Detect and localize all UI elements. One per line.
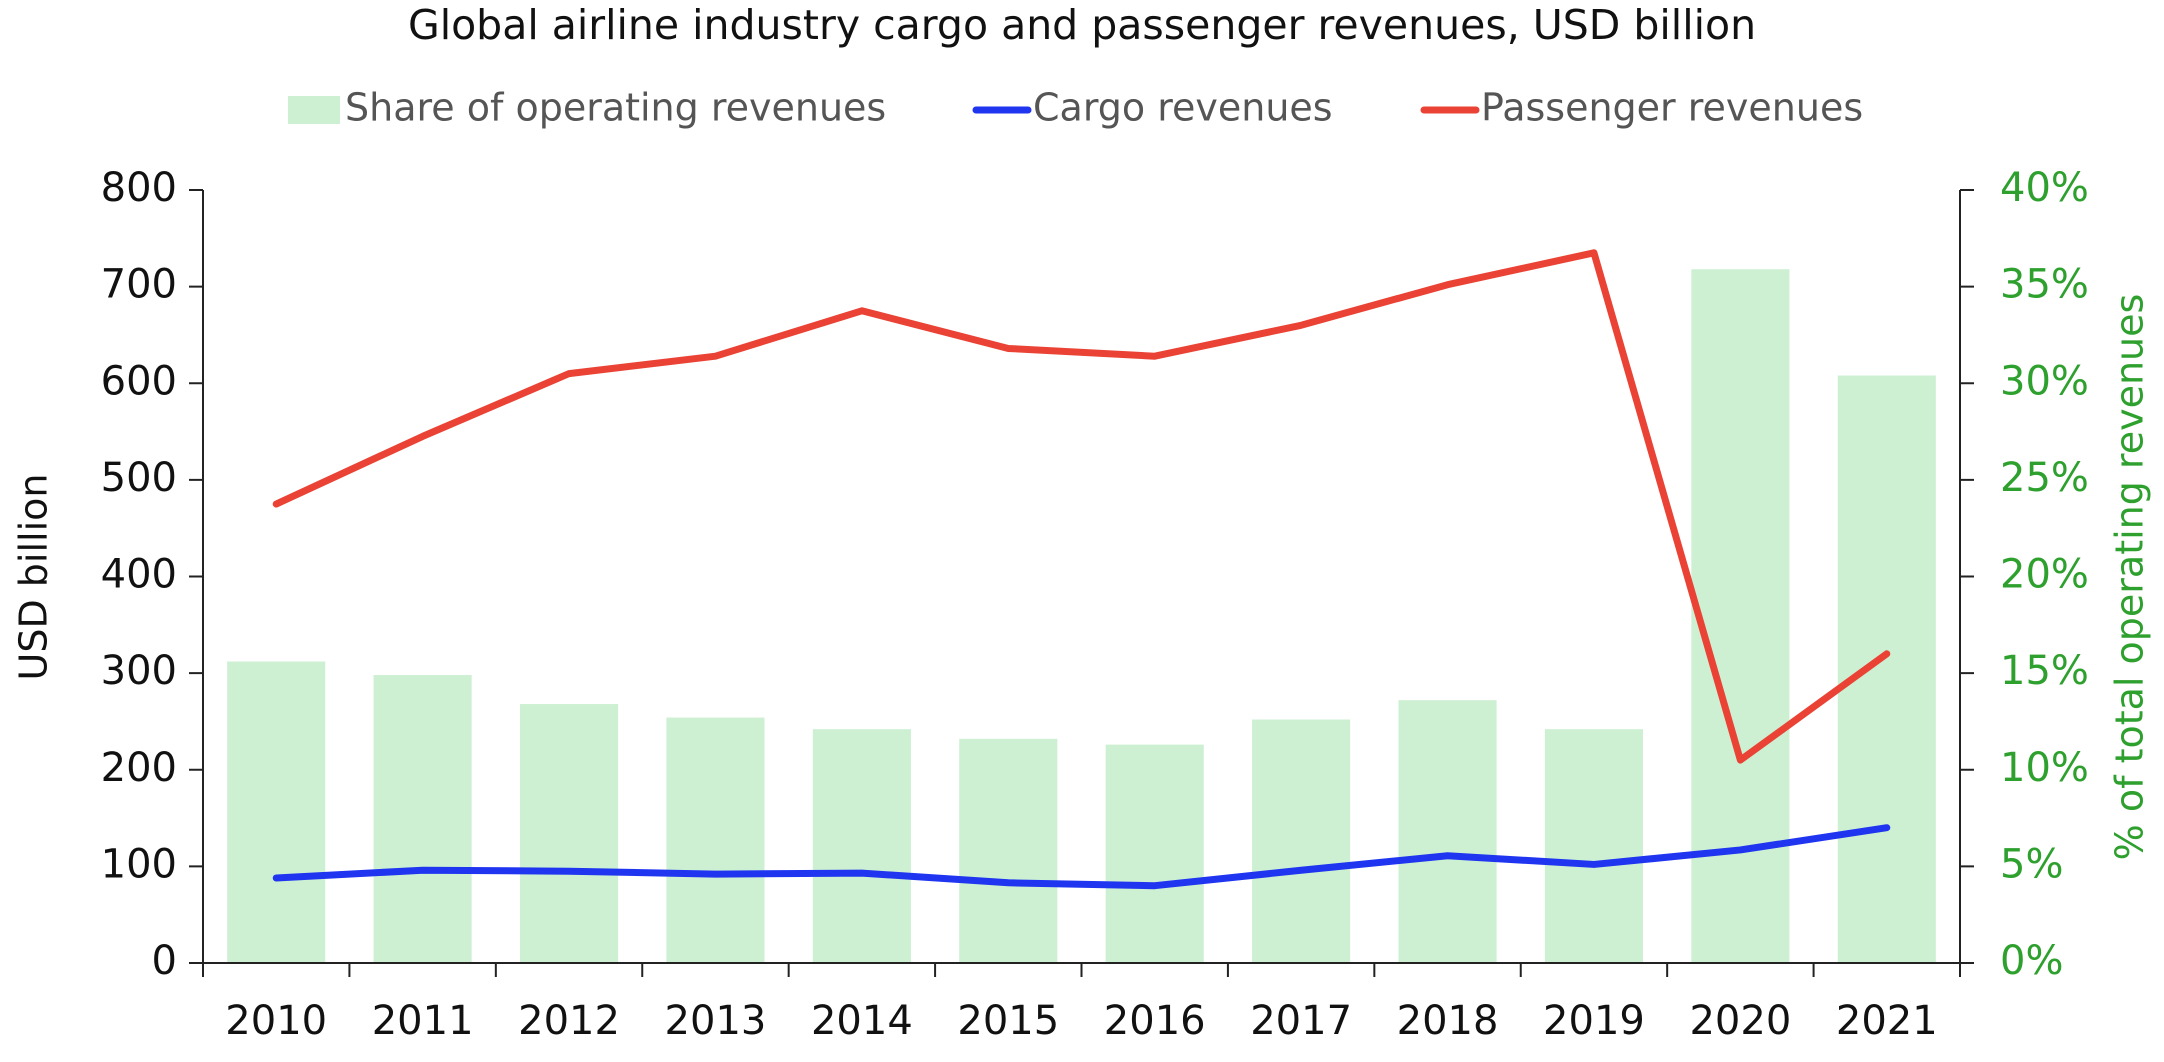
y2-axis-title: % of total operating revenues: [2108, 294, 2152, 861]
x-tick-label: 2010: [225, 998, 327, 1044]
bar: [812, 729, 911, 963]
y-tick-label: 0: [152, 938, 177, 984]
bar: [1691, 269, 1790, 963]
x-tick-label: 2019: [1543, 998, 1645, 1044]
bar: [1398, 700, 1497, 963]
x-tick-label: 2016: [1104, 998, 1206, 1044]
y2-tick-label: 0%: [2000, 938, 2063, 984]
bar: [519, 704, 619, 963]
legend-label: Share of operating revenues: [345, 86, 886, 130]
y-axis-title: USD billion: [12, 474, 56, 681]
x-tick-label: 2014: [811, 998, 913, 1044]
y-tick-label: 300: [101, 648, 177, 694]
bar: [1105, 744, 1204, 963]
y-tick-label: 800: [101, 165, 177, 211]
y2-tick-label: 15%: [2000, 648, 2089, 694]
y-tick-label: 400: [101, 552, 177, 598]
x-tick-label: 2011: [372, 998, 474, 1044]
y-tick-label: 100: [101, 841, 177, 887]
bar: [373, 675, 472, 963]
x-tick-label: 2017: [1250, 998, 1352, 1044]
bar: [666, 717, 765, 963]
x-tick-label: 2020: [1689, 998, 1791, 1044]
y-tick-label: 600: [101, 358, 177, 404]
legend-label: Cargo revenues: [1033, 86, 1333, 130]
y-tick-label: 700: [101, 262, 177, 308]
x-tick-label: 2012: [518, 998, 620, 1044]
bar: [1544, 729, 1644, 963]
bar: [1837, 375, 1936, 963]
y2-tick-label: 20%: [2000, 552, 2089, 598]
y-tick-label: 200: [101, 745, 177, 791]
x-tick-label: 2015: [957, 998, 1059, 1044]
y2-tick-label: 40%: [2000, 165, 2089, 211]
bar: [227, 661, 326, 963]
x-tick-label: 2021: [1836, 998, 1938, 1044]
line: [272, 249, 1891, 764]
chart-title: Global airline industry cargo and passen…: [408, 1, 1756, 49]
x-tick-label: 2013: [665, 998, 767, 1044]
y2-tick-label: 30%: [2000, 358, 2089, 404]
line: [272, 824, 1891, 890]
y2-tick-label: 35%: [2000, 262, 2089, 308]
y-tick-label: 500: [101, 455, 177, 501]
bar: [1252, 719, 1351, 963]
legend-label: Passenger revenues: [1481, 86, 1863, 130]
y2-tick-label: 10%: [2000, 745, 2089, 791]
y2-tick-label: 5%: [2000, 841, 2063, 887]
x-tick-label: 2018: [1397, 998, 1499, 1044]
y2-tick-label: 25%: [2000, 455, 2089, 501]
legend-swatch: [288, 96, 340, 124]
bar: [959, 738, 1058, 963]
